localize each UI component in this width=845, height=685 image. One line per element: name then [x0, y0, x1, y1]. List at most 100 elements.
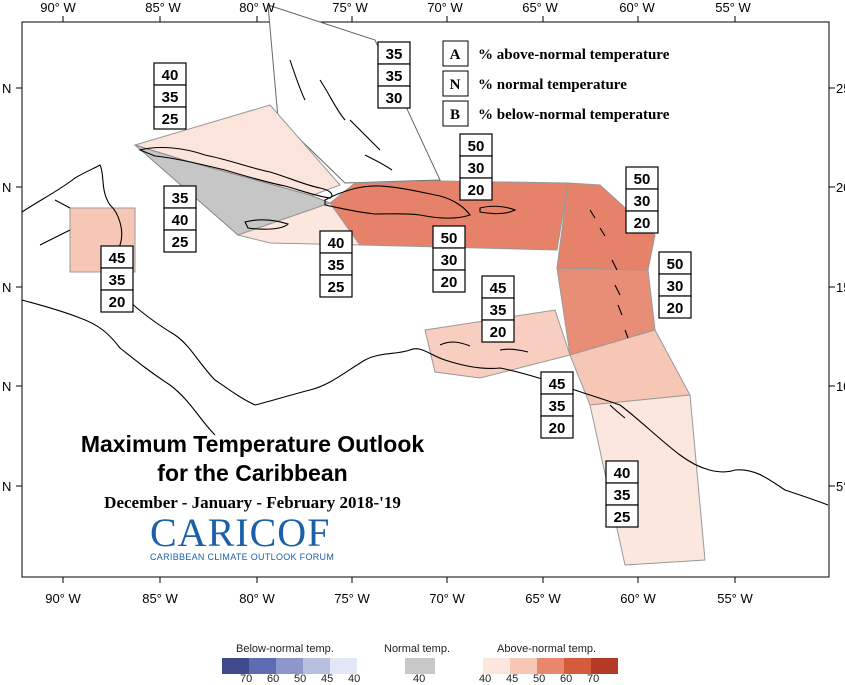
lon-tick-top: 75° W [332, 0, 368, 15]
prob-below: 20 [468, 182, 485, 199]
tick-marks [16, 16, 835, 583]
prob-normal: 30 [468, 160, 485, 177]
coastlines [21, 59, 829, 506]
scale-value: 70 [587, 673, 600, 685]
key-text-below: % below-normal temperature [478, 107, 670, 123]
lon-axis-top: 90° W 85° W 80° W 75° W 70° W 65° W 60° … [40, 0, 751, 15]
prob-normal: 35 [386, 68, 403, 85]
lon-tick-bottom: 90° W [45, 591, 81, 606]
swatch-above-45 [510, 658, 537, 674]
prob-normal: 35 [490, 302, 507, 319]
prob-below: 20 [109, 294, 126, 311]
lat-tick-left: N [2, 280, 11, 295]
lon-tick-bottom: 80° W [239, 591, 275, 606]
swatch-below-40 [330, 658, 357, 674]
lat-tick-left: N [2, 180, 11, 195]
region-leeward [556, 182, 656, 271]
lon-tick-bottom: 65° W [525, 591, 561, 606]
key-text-above: % above-normal temperature [478, 47, 670, 63]
lat-tick-left: N [2, 479, 11, 494]
prob-box-guianas: 40 35 25 [605, 460, 639, 528]
scale-value: 50 [533, 673, 546, 685]
prob-below: 20 [634, 215, 651, 232]
scale-value: 50 [294, 673, 307, 685]
prob-above: 50 [667, 256, 684, 273]
swatch-above-60 [564, 658, 591, 674]
lat-tick-right: 5° [836, 479, 845, 494]
lat-axis-left: N N N N N [2, 81, 11, 494]
scale-below-title: Below-normal temp. [236, 643, 334, 655]
prob-normal: 30 [441, 252, 458, 269]
region-cayman-west [134, 144, 332, 236]
region-bahamas [267, 4, 441, 184]
lon-tick-top: 85° W [145, 0, 181, 15]
prob-box-trinidad: 45 35 20 [540, 371, 574, 439]
lon-tick-bottom: 75° W [334, 591, 370, 606]
prob-normal: 35 [549, 398, 566, 415]
prob-box-leeward: 50 30 20 [625, 166, 659, 234]
scale-value: 45 [321, 673, 334, 685]
map-subtitle: December - January - February 2018-'19 [104, 493, 401, 512]
swatch-above-40 [483, 658, 510, 674]
lon-tick-top: 60° W [619, 0, 655, 15]
lon-tick-bottom: 85° W [142, 591, 178, 606]
prob-above: 35 [172, 190, 189, 207]
lat-axis-right: 25° 20° 15° 10° 5° [836, 81, 845, 494]
swatch-below-70 [222, 658, 249, 674]
lat-tick-right: 10° [836, 379, 845, 394]
swatch-below-50 [276, 658, 303, 674]
lon-axis-bottom: 90° W 85° W 80° W 75° W 70° W 65° W 60° … [45, 591, 753, 606]
lon-tick-bottom: 55° W [717, 591, 753, 606]
key-letter-a: A [450, 47, 461, 63]
prob-normal: 35 [328, 257, 345, 274]
prob-box-belize: 45 35 20 [100, 245, 134, 313]
lat-tick-right: 25° [836, 81, 845, 96]
prob-normal: 40 [172, 212, 189, 229]
prob-normal: 35 [614, 487, 631, 504]
scale-value: 60 [560, 673, 573, 685]
prob-below: 25 [172, 234, 189, 251]
abn-key: A N B % above-normal temperature % norma… [442, 40, 670, 127]
prob-below: 20 [441, 274, 458, 291]
lon-tick-top: 80° W [239, 0, 275, 15]
key-letter-n: N [450, 77, 461, 93]
prob-normal: 30 [634, 193, 651, 210]
prob-box-greater-antilles-north: 50 30 20 [459, 133, 493, 201]
prob-above: 45 [109, 250, 126, 267]
lat-tick-right: 15° [836, 280, 845, 295]
lat-tick-right: 20° [836, 180, 845, 195]
prob-above: 35 [386, 46, 403, 63]
prob-normal: 30 [667, 278, 684, 295]
scale-value: 45 [506, 673, 519, 685]
prob-box-windward: 50 30 20 [658, 251, 692, 319]
prob-below: 30 [386, 90, 403, 107]
prob-below: 25 [162, 111, 179, 128]
map-title-line2: for the Caribbean [157, 460, 348, 486]
prob-above: 50 [441, 230, 458, 247]
prob-box-bahamas: 35 35 30 [377, 41, 411, 109]
prob-box-greater-antilles-south: 50 30 20 [432, 225, 466, 293]
lon-tick-top: 70° W [427, 0, 463, 15]
prob-above: 45 [549, 376, 566, 393]
prob-normal: 35 [109, 272, 126, 289]
prob-below: 20 [667, 300, 684, 317]
prob-above: 50 [468, 138, 485, 155]
swatch-below-60 [249, 658, 276, 674]
scale-normal-title: Normal temp. [384, 643, 451, 655]
prob-above: 45 [490, 280, 507, 297]
key-text-normal: % normal temperature [478, 77, 627, 93]
lon-tick-top: 65° W [522, 0, 558, 15]
region-abc [424, 309, 571, 379]
prob-box-jamaica: 40 35 25 [319, 230, 353, 298]
map-title-line1: Maximum Temperature Outlook [80, 431, 425, 457]
prob-above: 40 [162, 67, 179, 84]
scale-value: 70 [240, 673, 253, 685]
scale-value: 40 [348, 673, 361, 685]
lat-tick-left: N [2, 81, 11, 96]
swatch-normal-40 [405, 658, 435, 674]
logo-wordmark: CARICOF [150, 512, 360, 554]
prob-below: 25 [328, 279, 345, 296]
caricof-logo: CARICOF CARIBBEAN CLIMATE OUTLOOK FORUM [150, 512, 360, 562]
scale-value: 40 [479, 673, 492, 685]
prob-below: 20 [490, 324, 507, 341]
